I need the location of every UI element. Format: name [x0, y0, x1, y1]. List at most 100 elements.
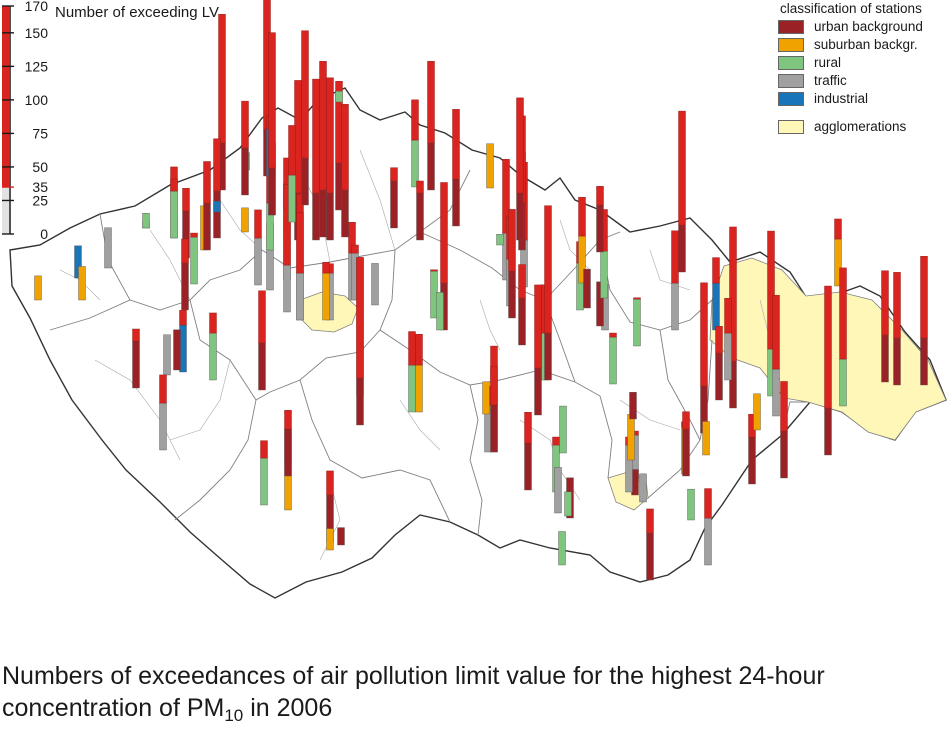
- station-bar: [558, 531, 566, 566]
- station-bar: [609, 332, 617, 385]
- station-bar-below-lv: [564, 491, 572, 517]
- station-bar: [753, 393, 761, 431]
- station-bar: [767, 230, 775, 397]
- station-bar-below-lv: [629, 391, 637, 420]
- station-bar-below-lv: [427, 142, 435, 191]
- station-bar-above-lv: [834, 218, 842, 240]
- station-bar-above-lv: [203, 161, 211, 204]
- station-bar: [486, 143, 494, 189]
- legend-swatch-rural: [778, 56, 804, 70]
- legend-item-rural: rural: [778, 54, 950, 72]
- station-bar: [427, 61, 435, 191]
- station-bar-below-lv: [241, 207, 249, 233]
- station-bar-above-lv: [704, 488, 712, 519]
- station-bar-above-lv: [646, 508, 654, 534]
- station-bar-above-lv: [268, 32, 276, 169]
- station-bar-above-lv: [301, 30, 309, 159]
- station-bar: [104, 227, 112, 269]
- legend-title: classification of stations: [780, 1, 922, 16]
- station-bar-above-lv: [767, 230, 775, 350]
- station-bar-below-lv: [596, 281, 604, 327]
- station-bar: [554, 467, 562, 514]
- station-bar-below-lv: [203, 202, 211, 251]
- station-bar: [596, 186, 604, 253]
- station-bar-above-lv: [326, 77, 334, 194]
- station-bar-below-lv: [824, 407, 832, 456]
- station-bar: [416, 180, 424, 241]
- station-bar-above-lv: [839, 267, 847, 360]
- station-bar-below-lv: [209, 332, 217, 381]
- station-bar: [190, 232, 198, 285]
- station-bar-below-lv: [411, 139, 419, 188]
- caption-subscript: 10: [224, 706, 244, 725]
- legend-item-traffic: traffic: [778, 72, 950, 90]
- station-bar-above-lv: [132, 328, 140, 342]
- legend-item-industrial: industrial: [778, 90, 950, 108]
- station-bar-above-lv: [322, 262, 330, 274]
- station-bar-below-lv: [163, 334, 171, 376]
- station-bar-below-lv: [600, 250, 608, 299]
- station-bars: [34, 0, 928, 581]
- station-bar-below-lv: [254, 237, 262, 286]
- station-bar-above-lv: [516, 97, 524, 194]
- station-bar-below-lv: [322, 272, 330, 321]
- station-bar-above-lv: [729, 226, 737, 362]
- station-bar-above-lv: [351, 244, 359, 254]
- station-bar-above-lv: [609, 332, 617, 338]
- station-bar-above-lv: [524, 412, 532, 444]
- station-bar: [78, 266, 86, 301]
- station-bar: [312, 78, 320, 241]
- station-bar: [834, 218, 842, 287]
- station-bar: [780, 381, 788, 479]
- station-bar-below-lv: [678, 224, 686, 273]
- station-bar-below-lv: [881, 334, 889, 383]
- station-bar: [173, 329, 181, 371]
- station-bar-below-lv: [159, 402, 167, 451]
- station-bar-above-lv: [218, 14, 226, 144]
- legend-swatch-suburban-background: [778, 38, 804, 52]
- station-bar-below-lv: [554, 467, 562, 514]
- station-bar: [326, 528, 334, 551]
- station-bar-above-lv: [578, 196, 586, 237]
- station-bar-below-lv: [326, 528, 334, 551]
- station-bar-below-lv: [534, 367, 542, 416]
- station-bar-above-lv: [415, 334, 423, 366]
- station-bar-above-lv: [881, 270, 889, 336]
- station-bar: [712, 257, 720, 331]
- station-bar: [516, 97, 524, 241]
- station-bar-below-lv: [518, 297, 526, 346]
- station-bar: [700, 282, 708, 434]
- station-bar: [203, 161, 211, 251]
- station-bar-above-lv: [284, 410, 292, 430]
- scale-tick-label: 75: [32, 125, 48, 141]
- station-bar-below-lv: [260, 457, 268, 506]
- station-bar: [534, 284, 542, 416]
- station-bar: [600, 209, 608, 299]
- station-bar-above-lv: [159, 374, 167, 404]
- station-bar-below-lv: [559, 405, 567, 454]
- station-bar: [411, 99, 419, 188]
- station-bar: [578, 196, 586, 284]
- station-bar: [213, 201, 221, 213]
- scale-tick-label: 25: [32, 192, 48, 208]
- legend-swatch-urban-background: [778, 20, 804, 34]
- station-bar-below-lv: [596, 204, 604, 253]
- station-bar: [213, 138, 221, 239]
- station-bar-above-lv: [181, 238, 189, 264]
- station-bar: [258, 290, 266, 391]
- station-bar-above-lv: [490, 365, 498, 406]
- station-bar-below-lv: [337, 527, 345, 546]
- station-bar-below-lv: [633, 298, 641, 347]
- station-bar: [496, 234, 504, 246]
- station-bar: [415, 334, 423, 413]
- station-bar-below-lv: [78, 266, 86, 301]
- station-bar: [583, 268, 591, 309]
- station-bar-below-lv: [712, 282, 720, 331]
- station-bar-above-lv: [179, 310, 187, 326]
- station-bar-below-lv: [839, 358, 847, 407]
- station-bar-below-lv: [639, 473, 647, 503]
- station-bar: [881, 270, 889, 383]
- station-bar-below-lv: [104, 227, 112, 269]
- station-bar-below-lv: [283, 264, 291, 313]
- station-bar-below-lv: [312, 192, 320, 241]
